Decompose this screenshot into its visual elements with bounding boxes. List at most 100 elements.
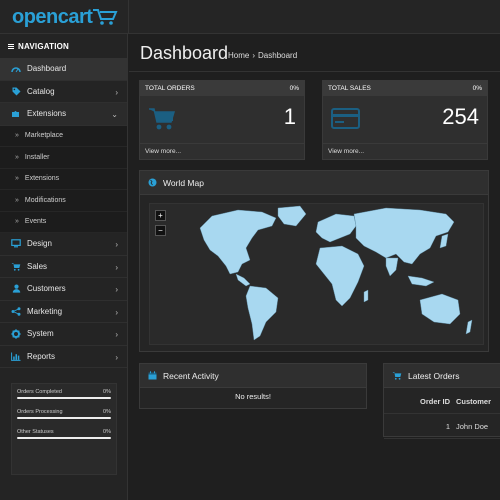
stat-label: Orders Completed	[17, 389, 62, 395]
panel-title: Recent Activity	[163, 370, 219, 381]
nav-heading: NAVIGATION	[0, 34, 127, 58]
sidebar-subitem-events[interactable]: » Events	[0, 211, 127, 233]
indonesia-shape	[407, 275, 435, 287]
panel-header: Latest Orders	[384, 364, 500, 388]
zoom-in-button[interactable]: +	[155, 210, 166, 221]
tile-percent: 0%	[289, 85, 299, 92]
breadcrumb-separator: ›	[252, 51, 256, 60]
sidebar-item-label: Extensions	[27, 109, 67, 119]
tile-body: 1	[140, 96, 304, 146]
sidebar-item-extensions[interactable]: Extensions ⌄	[0, 103, 127, 126]
sidebar-item-marketing[interactable]: Marketing ›	[0, 301, 127, 323]
user-icon	[10, 284, 22, 293]
chevron-right-icon: ›	[115, 307, 118, 317]
sidebar-item-label: Sales	[27, 261, 48, 271]
sidebar-item-customers[interactable]: Customers ›	[0, 278, 127, 301]
sidebar-item-label: Customers	[27, 284, 66, 294]
breadcrumb: Home › Dashboard	[228, 51, 297, 60]
sidebar-item-system[interactable]: System ›	[0, 323, 127, 346]
table-row[interactable]: 1 John Doe	[384, 414, 500, 439]
dashboard-icon	[10, 65, 22, 73]
sidebar-item-sales[interactable]: Sales ›	[0, 256, 127, 278]
sidebar-item-label: Catalog	[27, 86, 55, 96]
sidebar-item-label: Reports	[27, 351, 56, 361]
chevron-right-icon: ›	[115, 285, 118, 294]
bar-chart-icon	[10, 352, 22, 361]
tile-header: TOTAL ORDERS 0%	[140, 81, 304, 96]
recent-activity-panel: Recent Activity No results!	[139, 363, 367, 409]
panel-title: World Map	[163, 177, 204, 188]
sidebar-subitem-installer[interactable]: » Installer	[0, 147, 127, 169]
top-header: opencart	[0, 0, 500, 34]
world-map[interactable]: + −	[149, 203, 484, 345]
sidebar-item-design[interactable]: Design ›	[0, 233, 127, 256]
sidebar-subitem-label: Modifications	[24, 196, 66, 204]
tile-value: 254	[442, 104, 479, 129]
tile-title: TOTAL SALES	[328, 85, 371, 92]
breadcrumb-current[interactable]: Dashboard	[258, 51, 298, 60]
no-results-text: No results!	[235, 392, 271, 401]
chevron-right-icon: ›	[115, 87, 118, 97]
stat-label: Other Statuses	[17, 429, 54, 435]
sidebar-item-reports[interactable]: Reports ›	[0, 346, 127, 368]
chevron-right-icon: ›	[115, 262, 118, 272]
greenland-shape	[277, 205, 307, 227]
stat-value: 0%	[103, 429, 111, 435]
opencart-logo[interactable]: opencart	[12, 6, 128, 30]
header-divider	[128, 0, 129, 34]
panel-header: World Map	[140, 171, 488, 195]
table-header-row: Order ID Customer	[384, 389, 500, 414]
view-more-link[interactable]: View more...	[323, 143, 487, 159]
column-header-customer[interactable]: Customer	[456, 396, 492, 406]
monitor-icon	[10, 239, 22, 248]
double-chevron-icon: »	[15, 218, 19, 226]
chevron-right-icon: ›	[115, 240, 118, 249]
order-status-stats: Orders Completed 0% Orders Processing 0%…	[11, 383, 117, 475]
menu-bars-icon	[8, 43, 14, 49]
logo-cart-icon	[93, 9, 118, 25]
australia-shape	[419, 293, 461, 325]
tag-icon	[10, 87, 22, 96]
tile-body: 254	[323, 96, 487, 146]
world-map-graphic	[199, 205, 473, 341]
latest-orders-table: Order ID Customer 1 John Doe	[384, 389, 500, 439]
globe-icon	[148, 178, 157, 187]
sidebar-item-dashboard[interactable]: Dashboard	[0, 58, 127, 81]
sidebar-item-label: Design	[27, 239, 52, 249]
sidebar-subitem-marketplace[interactable]: » Marketplace	[0, 125, 127, 147]
central-america-shape	[235, 273, 251, 287]
gear-icon	[10, 329, 22, 339]
stat-value: 0%	[103, 409, 111, 415]
column-header-order-id[interactable]: Order ID	[419, 396, 450, 406]
sidebar-item-label: Marketing	[27, 306, 63, 316]
share-icon	[10, 307, 22, 316]
sidebar-subitem-extensions[interactable]: » Extensions	[0, 168, 127, 190]
stat-progress-bar	[17, 417, 111, 419]
india-shape	[385, 257, 399, 277]
zoom-out-button[interactable]: −	[155, 225, 166, 236]
south-america-shape	[245, 285, 279, 341]
total-orders-tile: TOTAL ORDERS 0% 1 View more...	[139, 80, 305, 160]
asia-shape	[353, 207, 455, 265]
customer-cell: John Doe	[456, 421, 489, 431]
tile-value: 1	[283, 104, 296, 129]
panel-header: Recent Activity	[140, 364, 366, 388]
sidebar-item-label: System	[27, 329, 54, 339]
panel-title: Latest Orders	[408, 370, 460, 381]
page-title: Dashboard	[140, 43, 229, 63]
stat-progress-bar	[17, 397, 111, 399]
world-map-panel: World Map + −	[139, 170, 489, 352]
view-more-link[interactable]: View more...	[140, 143, 304, 159]
double-chevron-icon: »	[15, 153, 19, 161]
credit-card-icon	[331, 108, 360, 129]
sidebar-subitem-modifications[interactable]: » Modifications	[0, 190, 127, 212]
sidebar-item-catalog[interactable]: Catalog ›	[0, 81, 127, 103]
logo-text: opencart	[12, 6, 93, 28]
sidebar-item-label: Dashboard	[27, 64, 67, 74]
breadcrumb-home-link[interactable]: Home	[228, 51, 250, 60]
north-america-shape	[199, 209, 277, 275]
new-zealand-shape	[465, 319, 473, 335]
sidebar-subitem-label: Events	[24, 218, 47, 226]
sidebar: NAVIGATION Dashboard Catalog › Extension…	[0, 34, 128, 500]
double-chevron-icon: »	[15, 175, 19, 183]
